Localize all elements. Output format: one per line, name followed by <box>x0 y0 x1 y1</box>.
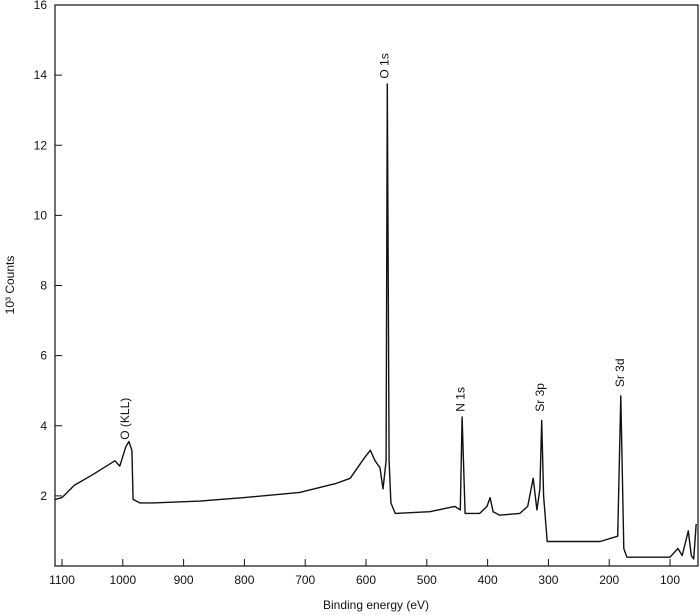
x-tick-label: 900 <box>174 573 194 587</box>
x-tick-label: 600 <box>356 573 376 587</box>
x-tick-label: 400 <box>478 573 498 587</box>
y-tick-label: 14 <box>34 68 48 82</box>
y-axis-title: 10³ Counts <box>3 256 17 315</box>
peak-label: O 1s <box>377 53 391 78</box>
y-tick-label: 12 <box>34 138 48 152</box>
x-tick-label: 700 <box>295 573 315 587</box>
y-tick-label: 6 <box>40 349 47 363</box>
y-tick-label: 4 <box>40 419 47 433</box>
y-tick-label: 10 <box>34 208 48 222</box>
peak-label: O (KLL) <box>118 398 132 440</box>
x-tick-label: 200 <box>599 573 619 587</box>
plot-frame <box>54 4 699 567</box>
x-tick-label: 800 <box>234 573 254 587</box>
x-tick-label: 1000 <box>109 573 136 587</box>
x-tick-label: 100 <box>660 573 680 587</box>
peak-label: Sr 3d <box>613 358 627 387</box>
x-axis-title: Binding energy (eV) <box>323 598 429 612</box>
peak-label: Sr 3p <box>533 383 547 412</box>
x-tick-label: 500 <box>417 573 437 587</box>
peak-label: N 1s <box>453 387 467 412</box>
x-tick-label: 1100 <box>49 573 75 587</box>
spectrum-line <box>55 83 697 560</box>
x-tick-label: 300 <box>538 573 558 587</box>
y-tick-label: 8 <box>40 279 47 293</box>
y-tick-label: 16 <box>34 0 48 12</box>
y-tick-label: 2 <box>40 489 47 503</box>
